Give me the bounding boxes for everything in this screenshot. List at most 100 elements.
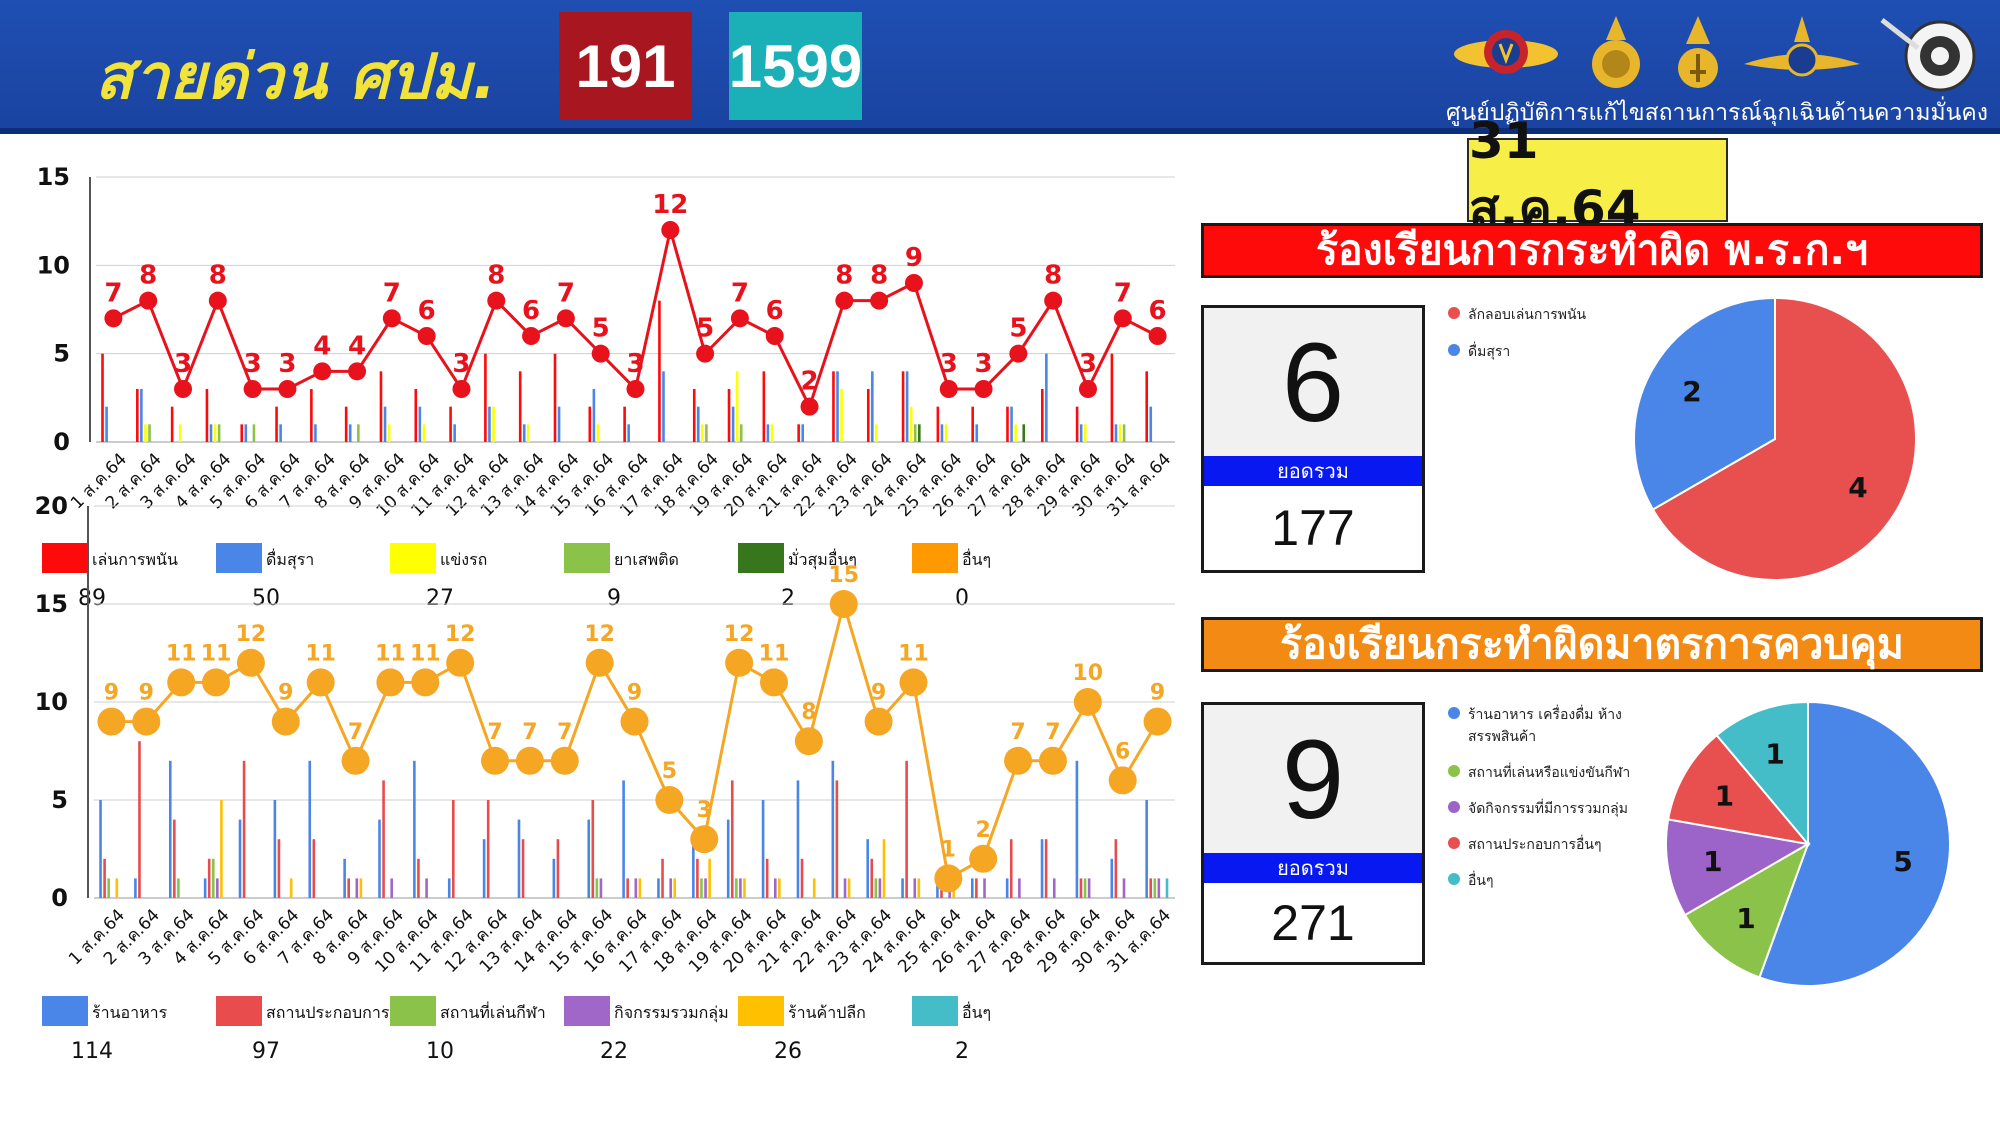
bar [874,878,878,898]
control-today-count: 9 [1204,705,1422,853]
pie-legend-label: ดื่มสุรา [1468,344,1511,360]
line-point [800,397,819,416]
data-label: 12 [724,622,755,647]
pie-slice [1666,733,1811,846]
legend-swatch [42,996,88,1026]
bar [975,878,978,898]
data-label: 3 [697,798,712,823]
bar [662,371,665,442]
bar [1165,878,1169,898]
hotline-1599-badge: 1599 [729,12,862,120]
legend-label: อื่นๆ [962,1001,991,1022]
bar [704,878,707,898]
bar [209,424,213,442]
line-point [382,309,401,328]
bar [866,839,869,898]
bar [355,878,359,898]
bar [878,878,882,898]
data-label: 11 [201,641,232,666]
army-emblem-icon [1592,16,1640,88]
total-line [111,598,1159,881]
line-point [1038,746,1067,775]
slice-label: 2 [1682,375,1701,408]
line-point [139,291,158,310]
slice-label: 4 [1848,471,1867,504]
bar [905,371,909,442]
data-label: 8 [801,700,816,725]
data-label: 3 [244,349,262,379]
line-point [690,825,719,854]
control-total-label: ยอดรวม [1204,853,1422,883]
line-point [236,648,265,677]
bar [273,800,277,898]
bar [917,878,921,898]
bar [1079,878,1083,898]
bar [216,878,219,898]
bar [661,858,664,898]
legend-label: มั่วสุมอื่นๆ [788,548,857,570]
data-label: 8 [870,261,888,291]
line-point [132,707,161,736]
bar [840,389,843,442]
data-label: 6 [1115,739,1130,764]
bar [140,389,143,442]
line-point [870,291,889,310]
legend-swatch [912,996,958,1026]
line-point [452,380,471,398]
bar [211,858,215,898]
bar [452,800,455,898]
legend-dot [1448,837,1460,849]
data-label: 5 [1009,314,1027,344]
bar [587,819,591,898]
legend-dot [1448,801,1460,813]
bar [983,878,986,898]
line-point [759,668,788,697]
bar [1009,839,1013,898]
bar [773,878,777,898]
bar [99,800,102,898]
data-label: 11 [410,641,441,666]
y-tick-label: 5 [53,340,70,368]
legend-label: สถานที่เล่นกีฬา [440,1001,546,1022]
legend-label: กิจกรรมรวมกลุ่ม [614,1003,729,1023]
bar [357,424,360,442]
bar [696,406,700,442]
bar [344,406,348,442]
bar [831,760,835,898]
pie-legend-label: สถานประกอบการอื่นๆ [1468,837,1602,853]
data-label: 7 [383,278,401,308]
bar [692,839,695,898]
pie-slice [1683,841,1810,979]
bar [482,839,486,898]
bar [144,424,147,442]
data-label: 7 [557,720,572,745]
data-label: 8 [139,261,157,291]
data-label: 5 [696,314,714,344]
hotline-title: สายด่วน ศปม. [95,40,498,113]
y-tick-label: 20 [35,492,68,520]
line-point [487,291,506,310]
bar [1118,424,1122,442]
bar [1083,424,1087,442]
bar [207,858,211,898]
line-point [417,327,436,345]
data-label: 7 [1114,278,1132,308]
data-label: 12 [652,190,688,220]
pie-slice [1651,296,1917,581]
line-point [1148,327,1167,345]
control-measures-count-box: 9 ยอดรวม 271 [1201,702,1425,965]
legend-total: 2 [781,586,795,611]
line-point [765,327,784,345]
bar [599,878,603,898]
bar [766,424,770,442]
bar [1149,406,1153,442]
data-label: 9 [139,681,154,706]
bar [700,878,703,898]
pie-legend-item: ลักลอบเล่นการพนัน [1448,304,1586,326]
bar [875,424,878,442]
line-point [725,648,754,677]
line-point [585,648,614,677]
bar [731,406,735,442]
pie-legend-label: สถานที่เล่นหรือแข่งขันกีฬา [1468,765,1631,781]
data-label: 10 [1073,661,1104,686]
